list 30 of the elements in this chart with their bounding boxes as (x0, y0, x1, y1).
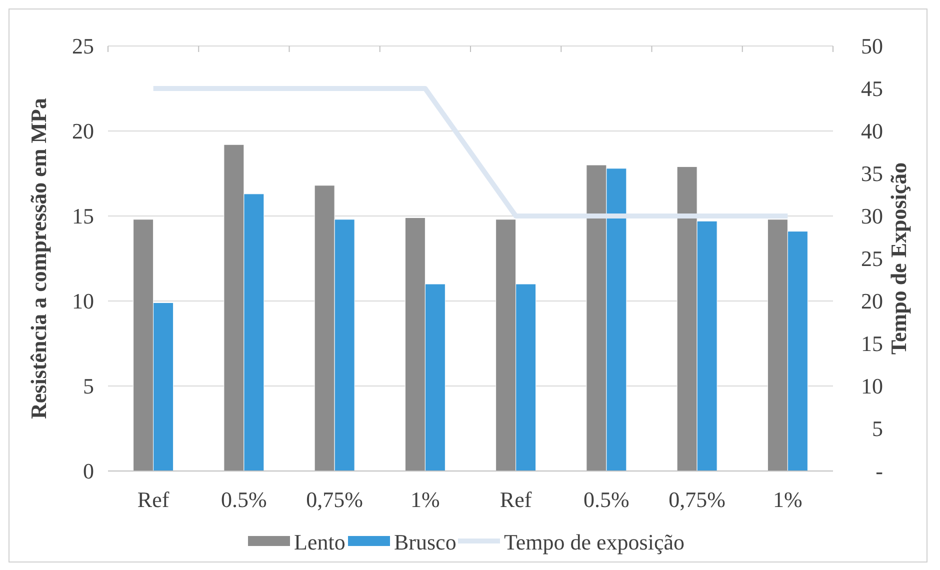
x-tick-label: 0,75% (668, 487, 726, 512)
y2-tick-label: 25 (861, 246, 883, 272)
x-tick-label: 0,75% (306, 487, 363, 512)
x-tick-label: Ref (137, 487, 170, 512)
y-axis-title: Resistência a compressão em MPa (26, 98, 51, 419)
x-tick-label: 0.5% (584, 487, 630, 512)
legend-label: Tempo de exposição (504, 530, 685, 555)
y-tick-label: 0 (83, 458, 94, 484)
y2-axis-title: Tempo de Exposição (886, 162, 911, 355)
x-tick-label: Ref (500, 487, 532, 512)
x-tick-label: 1% (773, 487, 802, 512)
y2-tick-label: 45 (861, 76, 883, 102)
legend-label: Brusco (394, 530, 456, 555)
y2-tick-label: 10 (861, 374, 883, 399)
y2-tick-label: 5 (872, 416, 883, 442)
y2-tick-label: 15 (861, 331, 883, 356)
y-tick-label: 25 (72, 34, 94, 59)
y2-tick-label: 50 (861, 34, 883, 59)
y-tick-label: 10 (72, 288, 94, 314)
y2-tick-label: 20 (861, 288, 883, 314)
legend-label: Lento (294, 530, 346, 555)
y-tick-label: 5 (83, 374, 94, 399)
y2-tick-label: 40 (861, 118, 883, 144)
x-tick-label: 0.5% (221, 487, 267, 512)
y2-tick-label: 30 (861, 204, 883, 229)
x-tick-label: 1% (410, 487, 440, 512)
y-tick-label: 20 (72, 118, 94, 144)
y-tick-label: 15 (72, 204, 94, 229)
y2-tick-label: 35 (861, 161, 883, 186)
y2-tick-label: - (876, 458, 883, 484)
